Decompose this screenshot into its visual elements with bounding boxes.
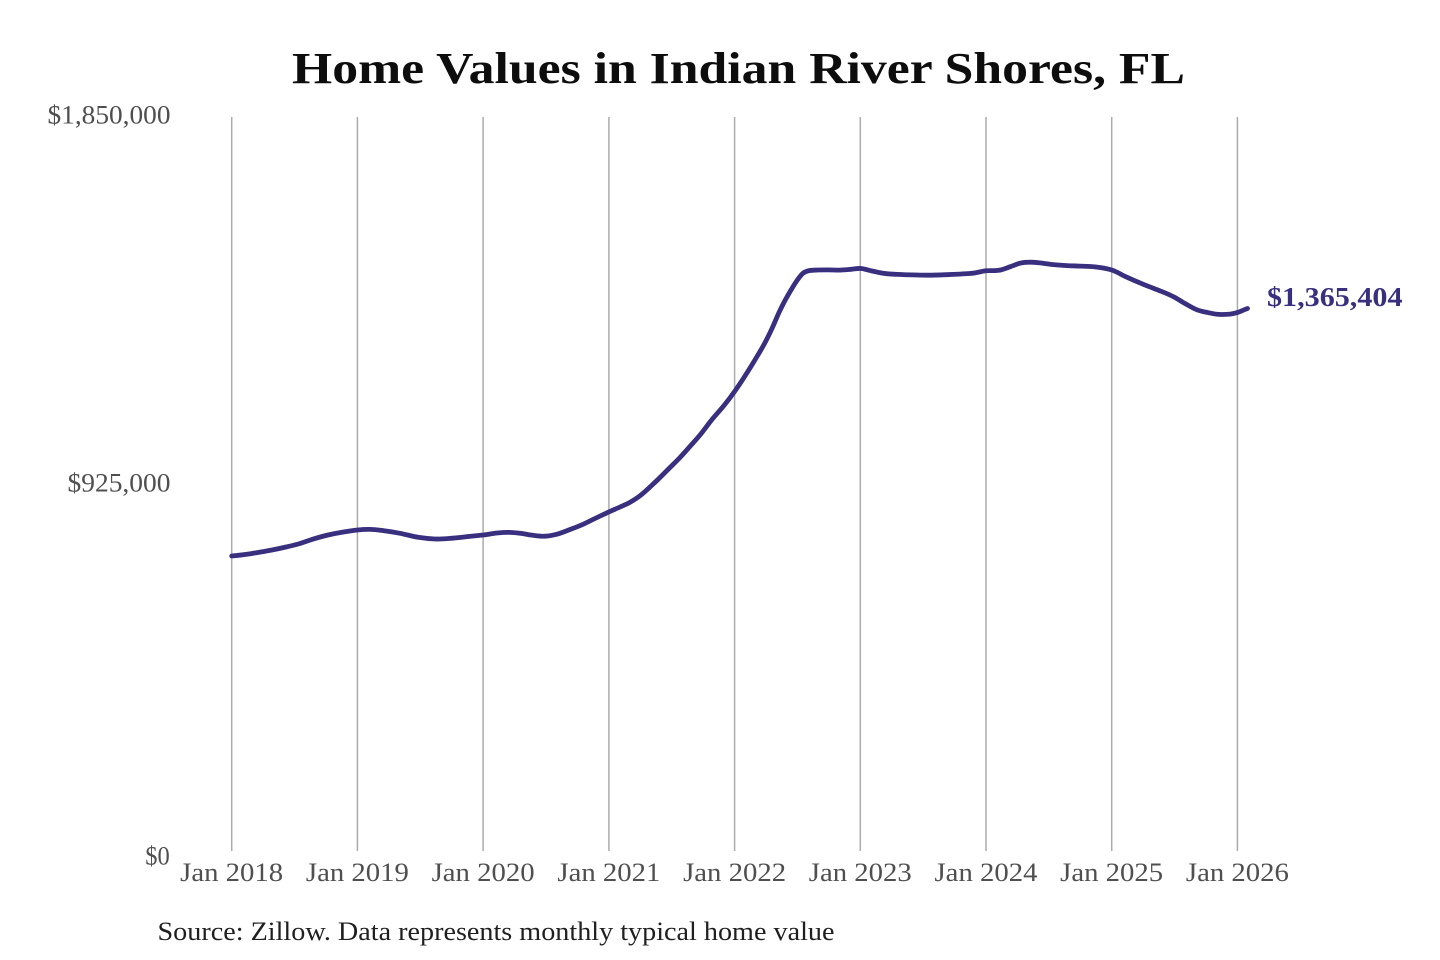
svg-text:$1,365,404: $1,365,404 xyxy=(1267,281,1403,312)
svg-text:Jan 2019: Jan 2019 xyxy=(306,858,409,887)
svg-text:Jan 2018: Jan 2018 xyxy=(180,858,283,887)
svg-text:$1,850,000: $1,850,000 xyxy=(48,100,171,130)
svg-text:Jan 2023: Jan 2023 xyxy=(809,858,912,887)
svg-text:Home Values in Indian River Sh: Home Values in Indian River Shores, FL xyxy=(292,44,1185,93)
svg-text:Source: Zillow. Data represent: Source: Zillow. Data represents monthly … xyxy=(158,916,835,946)
svg-text:Jan 2021: Jan 2021 xyxy=(557,858,660,887)
svg-text:$925,000: $925,000 xyxy=(68,468,171,498)
svg-text:Jan 2026: Jan 2026 xyxy=(1186,858,1289,887)
svg-text:Jan 2025: Jan 2025 xyxy=(1060,858,1163,887)
svg-text:$0: $0 xyxy=(145,841,170,871)
svg-text:Jan 2024: Jan 2024 xyxy=(935,858,1038,887)
svg-text:Jan 2020: Jan 2020 xyxy=(432,858,535,887)
svg-text:Jan 2022: Jan 2022 xyxy=(683,858,786,887)
